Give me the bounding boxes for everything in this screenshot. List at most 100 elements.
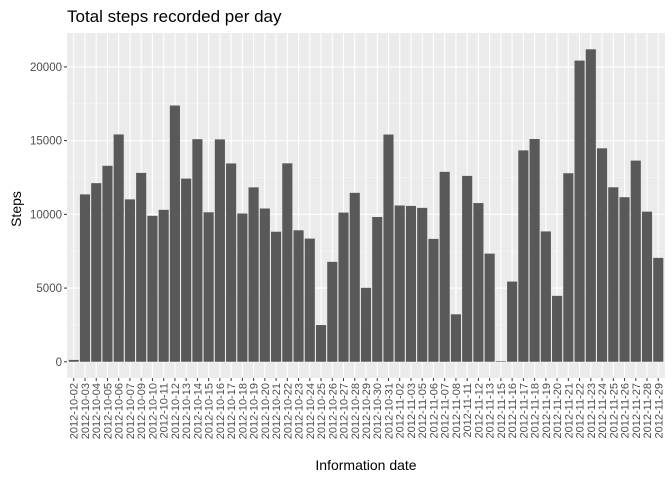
x-axis: 2012-10-02 2012-10-03 2012-10-04 2012-10-05… [69,378,665,439]
bar [113,134,124,362]
bar [315,325,327,362]
x-tick-label: 2012-11-25 [608,383,620,438]
bar [507,281,518,362]
bar [439,171,450,362]
x-tick-label: 2012-10-23 [294,383,306,439]
y-axis: 0 5000 10000 15000 20000 [30,62,67,369]
x-tick-label: 2012-11-06 [428,383,440,438]
bar [383,134,394,362]
bar [124,199,136,362]
bar [619,197,630,362]
bar [484,253,495,362]
x-tick-label: 2012-11-18 [530,383,542,438]
x-tick-label: 2012-10-29 [361,383,373,439]
bar [248,187,259,362]
bar [495,361,506,362]
bar [360,287,372,362]
x-tick-label: 2012-11-03 [406,383,418,438]
x-tick-label: 2012-11-27 [631,383,643,438]
bar [574,60,585,362]
x-tick-label: 2012-10-16 [215,383,227,439]
x-tick-label: 2012-11-22 [575,383,587,438]
x-tick-label: 2012-10-15 [204,383,216,439]
x-tick-label: 2012-10-12 [170,383,182,439]
x-tick-label: 2012-10-11 [159,383,171,438]
x-tick-label: 2012-10-18 [237,383,249,439]
x-tick-label: 2012-11-29 [653,383,665,438]
bar [518,150,529,362]
bar [226,163,237,362]
x-tick-label: 2012-11-24 [597,383,609,438]
x-tick-label: 2012-10-30 [372,383,384,439]
chart-title: Total steps recorded per day [67,7,282,26]
bar [91,183,102,362]
x-tick-label: 2012-11-13 [485,383,497,438]
bar [214,139,225,362]
bar [282,163,293,362]
x-tick-label: 2012-10-13 [181,383,193,439]
y-axis-label: Steps [8,191,24,227]
bar [372,217,383,362]
y-tick-label: 5000 [36,283,62,295]
x-tick-label: 2012-10-24 [305,383,317,439]
bar [529,139,540,362]
x-tick-label: 2012-10-05 [102,383,114,439]
x-tick-label: 2012-10-06 [114,383,126,439]
y-tick-label: 10000 [30,209,62,221]
x-tick-label: 2012-10-31 [383,383,395,439]
x-tick-label: 2012-11-28 [642,383,654,438]
bar [552,295,563,362]
x-tick-label: 2012-11-23 [586,383,598,438]
x-tick-label: 2012-11-21 [563,383,575,438]
bar [473,203,484,362]
bar [540,231,551,362]
x-tick-label: 2012-10-17 [226,383,238,439]
bar [147,215,158,362]
x-tick-label: 2012-10-10 [147,383,159,439]
bar [68,359,79,362]
bar [641,211,653,362]
y-tick-label: 20000 [30,62,62,74]
bar [304,238,315,362]
x-tick-label: 2012-11-08 [451,383,463,438]
x-tick-label: 2012-10-20 [260,383,272,439]
bar [237,213,248,362]
bar [203,212,214,362]
bar [293,230,304,362]
x-tick-label: 2012-10-09 [136,383,148,439]
bar [327,261,338,362]
x-tick-label: 2012-11-19 [541,383,553,438]
bar [405,205,417,362]
x-tick-label: 2012-10-26 [327,383,339,439]
x-tick-label: 2012-11-17 [518,383,530,438]
bar [596,148,608,362]
bar [563,173,574,362]
x-tick-label: 2012-10-25 [316,383,328,439]
y-tick-label: 15000 [30,136,62,148]
bar [349,192,360,362]
bar [158,209,169,362]
bars [68,49,664,362]
x-tick-label: 2012-11-16 [507,383,519,438]
bar [653,257,664,362]
x-tick-label: 2012-10-14 [192,383,204,439]
x-tick-label: 2012-11-12 [473,383,485,438]
bar [136,172,147,362]
x-tick-label: 2012-11-11 [462,383,474,438]
bar [181,178,192,362]
x-tick-label: 2012-10-21 [271,383,283,439]
bar [585,49,596,362]
bar [102,165,113,362]
x-tick-label: 2012-10-07 [125,383,137,439]
x-axis-label: Information date [315,457,416,473]
bar [169,105,180,362]
x-tick-label: 2012-10-02 [69,383,81,439]
x-tick-label: 2012-10-28 [350,383,362,439]
bar [79,194,91,362]
bar [338,212,349,362]
bar [630,160,641,362]
bar [192,139,203,362]
bar [428,238,439,362]
bar [259,208,270,362]
